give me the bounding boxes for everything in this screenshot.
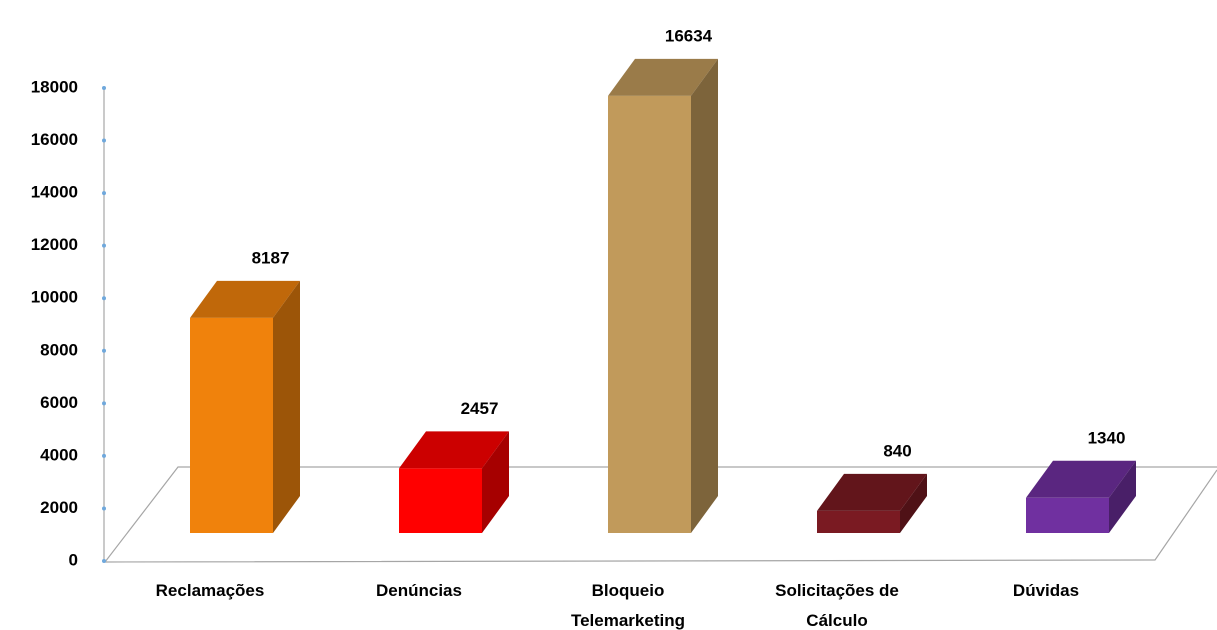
y-tick-label: 12000 xyxy=(31,235,78,254)
y-tick-label: 6000 xyxy=(40,393,78,412)
value-label: 16634 xyxy=(665,26,713,45)
y-tick-label: 4000 xyxy=(40,445,78,464)
x-tick-line: Telemarketing xyxy=(571,611,685,630)
tick-mark xyxy=(102,506,106,511)
value-label: 8187 xyxy=(252,248,290,267)
y-tick-label: 0 xyxy=(69,550,78,569)
bar xyxy=(817,473,927,533)
bar xyxy=(399,431,509,533)
bar-top xyxy=(190,280,300,318)
bar-side xyxy=(482,431,509,533)
x-tick-line: Denúncias xyxy=(376,581,462,600)
tick-mark xyxy=(102,559,106,563)
tick-mark xyxy=(102,86,106,90)
bar-top xyxy=(1026,460,1136,498)
x-tick-label: Solicitações de Cálculo xyxy=(775,581,899,630)
bar-top xyxy=(399,431,509,469)
x-tick-line: Cálculo xyxy=(806,611,867,630)
y-tick-label: 16000 xyxy=(31,130,78,149)
tick-mark xyxy=(102,138,106,143)
bar xyxy=(1026,460,1136,533)
y-tick-label: 18000 xyxy=(31,77,78,96)
bar-side xyxy=(691,58,718,533)
bar-side xyxy=(1109,460,1136,533)
y-tick-label: 14000 xyxy=(31,183,78,202)
tick-mark xyxy=(102,401,106,406)
bar-side xyxy=(273,280,300,533)
y-tick-label: 2000 xyxy=(40,498,78,517)
floor-front xyxy=(104,469,1217,563)
bar xyxy=(608,58,718,533)
x-tick-label: Dúvidas xyxy=(1013,581,1079,600)
bar-front xyxy=(608,95,691,533)
x-tick-line: Solicitações de xyxy=(775,581,899,600)
x-tick-label: Denúncias xyxy=(376,581,462,600)
value-label: 2457 xyxy=(461,399,499,418)
bar-top xyxy=(608,58,718,96)
tick-mark xyxy=(102,296,106,301)
x-tick-line: Reclamações xyxy=(156,581,265,600)
x-tick-label: Bloqueio Telemarketing xyxy=(571,581,685,630)
bar xyxy=(190,280,300,533)
tick-mark xyxy=(102,453,106,458)
floor-back xyxy=(104,466,1217,563)
bar-side xyxy=(900,473,927,533)
value-label: 840 xyxy=(883,441,911,460)
y-tick-label: 8000 xyxy=(40,340,78,359)
x-tick-line: Bloqueio xyxy=(592,581,665,600)
x-tick-label: Reclamações xyxy=(156,581,265,600)
bar-front xyxy=(190,317,273,533)
floor xyxy=(104,466,1217,563)
tick-mark xyxy=(102,243,106,248)
tick-mark xyxy=(102,348,106,353)
value-label: 1340 xyxy=(1088,428,1126,447)
tick-mark xyxy=(102,191,106,196)
bar-front xyxy=(817,510,900,533)
bar-front xyxy=(399,468,482,533)
y-tick-label: 10000 xyxy=(31,288,78,307)
x-tick-line: Dúvidas xyxy=(1013,581,1079,600)
bar-front xyxy=(1026,497,1109,533)
bar-top xyxy=(817,473,927,511)
